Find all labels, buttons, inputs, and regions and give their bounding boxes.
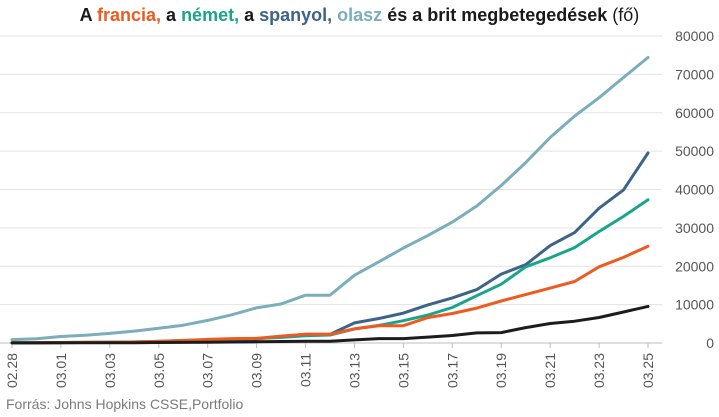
x-tick-label: 02.28	[4, 353, 20, 388]
title-part: spanyol,	[259, 5, 333, 25]
x-tick-label: 03.15	[395, 353, 411, 388]
y-tick-label: 60000	[675, 105, 714, 121]
title-part: francia,	[97, 5, 162, 25]
series-line-német	[10, 198, 650, 345]
series-line-brit	[10, 304, 650, 345]
x-axis: 02.28 03.01 03.03 03.05 03.07 03.09 03.11 03.13…	[4, 343, 656, 388]
y-tick-label: 30000	[675, 220, 714, 236]
x-tick-label: 03.13	[346, 353, 362, 388]
y-tick-label: 10000	[675, 297, 714, 313]
title-part: A	[79, 5, 98, 25]
y-tick-label: 20000	[675, 258, 714, 274]
y-tick-label: 70000	[675, 66, 714, 82]
y-axis: 0 10000 20000 30000 40000 50000 60000 70000 8000…	[675, 28, 714, 351]
series-lines	[10, 56, 650, 345]
x-tick-label: 03.25	[640, 353, 656, 388]
x-tick-label: 03.21	[542, 353, 558, 388]
x-tick-label: 03.01	[53, 353, 69, 388]
x-tick-label: 03.23	[591, 353, 607, 388]
y-tick-label: 50000	[675, 143, 714, 159]
y-tick-label: 40000	[675, 182, 714, 198]
x-tick-label: 03.11	[298, 353, 314, 387]
title-part: és a brit megbetegedések	[382, 5, 608, 25]
source-note: Forrás: Johns Hopkins CSSE,Portfolio	[6, 396, 244, 412]
x-tick-label: 03.09	[249, 353, 265, 388]
title-part: a	[239, 5, 260, 25]
chart-title: A francia, a német, a spanyol, olasz és …	[0, 5, 719, 26]
title-part: német,	[181, 5, 240, 25]
x-tick-label: 03.19	[493, 353, 509, 388]
y-tick-label: 0	[706, 335, 714, 351]
y-tick-label: 80000	[675, 28, 714, 44]
grid	[0, 35, 662, 344]
x-tick-label: 03.03	[102, 353, 118, 388]
title-part: olasz	[337, 5, 383, 25]
title-part: a	[161, 5, 182, 25]
x-tick-label: 03.07	[200, 353, 216, 388]
series-line-spanyol	[10, 151, 650, 345]
x-tick-label: 03.05	[151, 353, 167, 388]
x-tick-label: 03.17	[444, 353, 460, 388]
title-unit: (fő)	[607, 5, 640, 25]
series-line-olasz	[10, 56, 650, 342]
